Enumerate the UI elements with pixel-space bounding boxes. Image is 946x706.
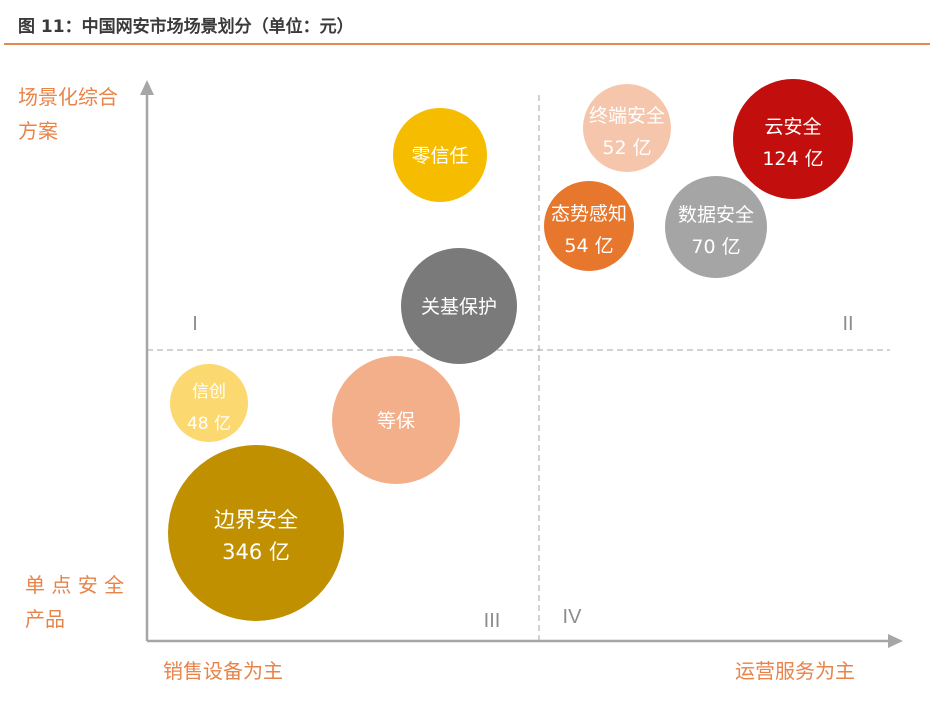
quadrant-label-1: I <box>192 313 198 335</box>
y-bottom-label-line2: 产品 <box>25 607 65 631</box>
bubble-value: 48 亿 <box>187 414 231 434</box>
bubble-name: 数据安全 <box>678 204 754 226</box>
bubble-circle <box>170 364 248 442</box>
bubble-6: 关基保护 <box>401 248 517 364</box>
bubble-value: 54 亿 <box>564 235 613 257</box>
bubble-3: 云安全 124 亿 <box>733 79 853 199</box>
bubble-name: 态势感知 <box>551 203 627 225</box>
bubble-1: 零信任 <box>393 108 487 202</box>
bubble-circle <box>401 248 517 364</box>
bubble-value: 346 亿 <box>222 540 290 564</box>
bubble-value: 70 亿 <box>691 236 740 258</box>
x-axis-left-label: 销售设备为主 <box>163 659 283 683</box>
bubble-5: 数据安全 70 亿 <box>665 176 767 278</box>
bubble-name: 终端安全 <box>589 105 665 127</box>
bubble-2: 终端安全 52 亿 <box>583 84 671 172</box>
figure-title: 图 11：中国网安市场场景划分（单位：元） <box>18 17 354 37</box>
quadrant-label-2: II <box>842 313 853 335</box>
bubble-name: 关基保护 <box>421 296 497 318</box>
y-axis-top-label: 场景化综合 方案 <box>18 80 118 148</box>
y-top-label-line1: 场景化综合 <box>18 85 118 109</box>
y-top-label-line2: 方案 <box>18 119 58 143</box>
quadrant-label-3: III <box>484 610 501 632</box>
bubble-circle <box>583 84 671 172</box>
y-axis-bottom-label: 单 点 安 全 产品 <box>25 568 124 636</box>
bubble-8: 等保 <box>332 356 460 484</box>
x-axis-arrow-icon <box>888 634 903 648</box>
bubble-9: 边界安全 346 亿 <box>168 445 344 621</box>
bubble-name: 边界安全 <box>214 508 298 532</box>
bubble-4: 态势感知 54 亿 <box>544 181 634 271</box>
bubble-circle <box>665 176 767 278</box>
y-axis-arrow-icon <box>140 80 154 95</box>
bubble-circle <box>332 356 460 484</box>
bubble-circle <box>733 79 853 199</box>
title-divider <box>4 43 930 45</box>
bubble-value: 52 亿 <box>602 137 651 159</box>
x-axis-right-label: 运营服务为主 <box>735 659 855 683</box>
bubble-name: 等保 <box>377 410 415 432</box>
quadrant-label-4: IV <box>563 606 583 628</box>
bubble-7: 信创 48 亿 <box>170 364 248 442</box>
bubble-name: 零信任 <box>411 145 468 167</box>
bubble-value: 124 亿 <box>762 148 823 170</box>
bubble-circle <box>393 108 487 202</box>
bubble-name: 信创 <box>192 382 226 402</box>
bubble-circle <box>544 181 634 271</box>
bubble-circle <box>168 445 344 621</box>
bubble-name: 云安全 <box>764 116 821 138</box>
y-bottom-label-line1: 单 点 安 全 <box>25 573 125 597</box>
